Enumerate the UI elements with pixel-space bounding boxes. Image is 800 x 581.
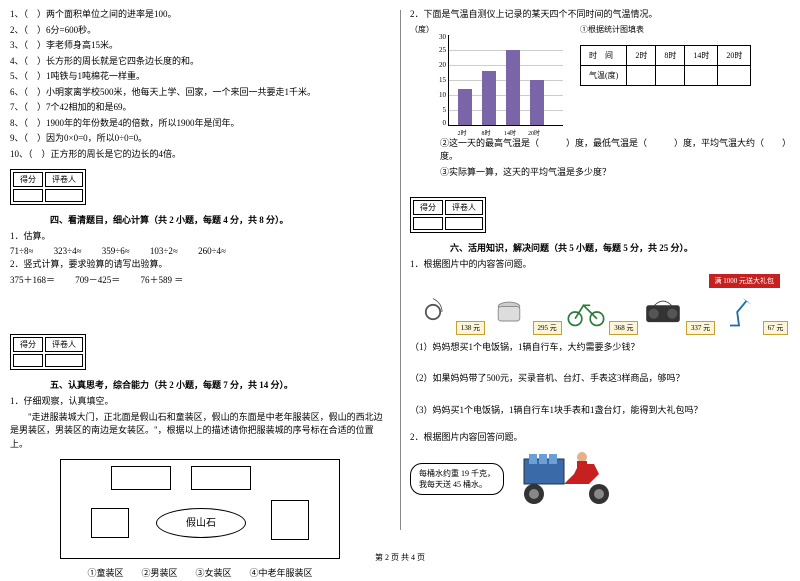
temperature-table: 时 间 2时 8时 14时 20时 气温(度) (580, 45, 751, 86)
map-zone (271, 500, 309, 540)
grader-label: 评卷人 (445, 200, 483, 215)
chart-title: ①根据统计图填表 (580, 24, 751, 35)
map-legend: ①童装区 ②男装区 ③女装区 ④中老年服装区 (10, 567, 390, 581)
lamp-icon (718, 294, 760, 330)
product-cooker: 295 元 (488, 294, 562, 335)
product-lamp: 67 元 (718, 294, 788, 335)
mall-map: 假山石 (60, 459, 340, 559)
judge-item: 9、（ ）因为0×0=0，所以0÷0=0。 (10, 132, 390, 146)
vertical-row: 375＋168＝ 709－425＝ 76＋589 ＝ (10, 273, 390, 286)
temperature-bar-chart: 302520151050 2时 8时 14时 20时 (430, 35, 560, 135)
vertical-calc-label: 2．竖式计算，要求验算的请写出验算。 (10, 258, 390, 272)
th: 2时 (627, 45, 656, 65)
th: 14时 (685, 45, 718, 65)
radio-icon (642, 294, 684, 330)
est-item: 323÷4≈ (54, 246, 82, 256)
judge-item: 4、（ ）长方形的周长就是它四条边长度的和。 (10, 55, 390, 69)
q6-sub2: （2）如果妈妈带了500元，买录音机、台灯、手表这3样商品，够吗？ (410, 372, 790, 386)
judge-item: 1、（ ）两个面积单位之间的进率是100。 (10, 8, 390, 22)
bar (482, 71, 496, 125)
q5-1-label: 1．仔细观察，认真填空。 (10, 395, 390, 409)
score-label: 得分 (13, 172, 43, 187)
judge-item: 8、（ ）1900年的年份数是4的倍数，所以1900年是闰年。 (10, 117, 390, 131)
price: 67 元 (763, 321, 789, 335)
judge-item: 10、（ ）正方形的周长是它的边长的4倍。 (10, 148, 390, 162)
estimate-label: 1．估算。 (10, 230, 390, 244)
xtick: 14时 (500, 128, 520, 137)
vert-item: 709－425＝ (75, 273, 120, 286)
est-item: 260÷4≈ (198, 246, 226, 256)
q6-2-label: 2．根据图片内容回答问题。 (410, 431, 790, 445)
th: 气温(度) (581, 65, 627, 85)
bar (506, 50, 520, 125)
score-label: 得分 (13, 337, 43, 352)
promo-banner: 满 1000 元送大礼包 (709, 274, 781, 288)
map-zone (91, 508, 129, 538)
th: 20时 (718, 45, 751, 65)
map-zone (111, 466, 171, 490)
q6-1-label: 1．根据图片中的内容答问题。 (410, 258, 790, 272)
vert-item: 76＋589 ＝ (141, 273, 184, 286)
xtick: 8时 (476, 128, 496, 137)
right-column: 2．下面是气温自测仪上记录的某天四个不同时间的气温情况。 （度） 3025201… (400, 0, 800, 545)
price: 368 元 (609, 321, 638, 335)
price: 337 元 (686, 321, 715, 335)
bar (458, 89, 472, 125)
left-column: 1、（ ）两个面积单位之间的进率是100。 2、（ ）6分=600秒。 3、（ … (0, 0, 400, 545)
map-zone (191, 466, 251, 490)
product-bike: 368 元 (565, 294, 639, 335)
score-box: 得分评卷人 (10, 334, 86, 370)
delivery-tricycle-icon (514, 449, 624, 509)
delivery-figure: 每桶水约重 19 千克， 我每天送 45 桶水。 (410, 449, 790, 509)
grader-label: 评卷人 (45, 172, 83, 187)
cooker-icon (488, 294, 530, 330)
bike-icon (565, 294, 607, 330)
vert-item: 375＋168＝ (10, 273, 55, 286)
judge-item: 2、（ ）6分=600秒。 (10, 24, 390, 38)
watch-icon (412, 294, 454, 330)
product-watch: 138 元 (412, 294, 486, 335)
score-box: 得分评卷人 (410, 197, 486, 233)
speech-line: 每桶水约重 19 千克， (419, 468, 495, 479)
bar (530, 80, 544, 125)
judge-item: 3、（ ）李老师身高15米。 (10, 39, 390, 53)
score-box: 得分评卷人 (10, 169, 86, 205)
q2-sub2: ②这一天的最高气温是（ ）度，最低气温是（ ）度，平均气温大约（ ）度。 (440, 137, 790, 164)
est-item: 71÷8≈ (10, 246, 33, 256)
q2-sub3: ③实际算一算，这天的平均气温是多少度？ (440, 166, 790, 180)
judge-item: 6、（ ）小明家离学校500米，他每天上学、回家，一个来回一共要走1千米。 (10, 86, 390, 100)
product-radio: 337 元 (642, 294, 716, 335)
judge-item: 7、（ ）7个42相加的和是69。 (10, 101, 390, 115)
xtick: 2时 (452, 128, 472, 137)
q6-sub3: （3）妈妈买1个电饭锅，1辆自行车1块手表和1盏台灯，能得到大礼包吗？ (410, 404, 790, 418)
product-row: 138 元 295 元 368 元 337 元 67 元 (410, 294, 790, 335)
judge-list: 1、（ ）两个面积单位之间的进率是100。 2、（ ）6分=600秒。 3、（ … (10, 8, 390, 161)
q5-1-text: "走进服装城大门，正北面是假山石和童装区，假山的东面是中老年服装区，假山的西北边… (10, 411, 390, 452)
q2-intro: 2．下面是气温自测仪上记录的某天四个不同时间的气温情况。 (410, 8, 790, 22)
section5-title: 五、认真思考，综合能力（共 2 小题，每题 7 分，共 14 分）。 (50, 378, 390, 391)
est-item: 359÷6≈ (102, 246, 130, 256)
q6-sub1: （1）妈妈想买1个电饭锅，1辆自行车，大约需要多少钱？ (410, 341, 790, 355)
score-label: 得分 (413, 200, 443, 215)
map-center: 假山石 (156, 508, 246, 538)
price: 138 元 (456, 321, 485, 335)
est-item: 103÷2≈ (150, 246, 178, 256)
judge-item: 5、（ ）1吨铁与1吨棉花一样重。 (10, 70, 390, 84)
price: 295 元 (533, 321, 562, 335)
th: 8时 (656, 45, 685, 65)
th: 时 间 (581, 45, 627, 65)
grader-label: 评卷人 (45, 337, 83, 352)
speech-bubble: 每桶水约重 19 千克， 我每天送 45 桶水。 (410, 463, 504, 495)
speech-line: 我每天送 45 桶水。 (419, 479, 495, 490)
page-footer: 第 2 页 共 4 页 (0, 552, 800, 563)
xtick: 20时 (524, 128, 544, 137)
estimate-row: 71÷8≈ 323÷4≈ 359÷6≈ 103÷2≈ 260÷4≈ (10, 246, 390, 256)
section4-title: 四、看清题目，细心计算（共 2 小题，每题 4 分，共 8 分）。 (50, 213, 390, 226)
section6-title: 六、活用知识，解决问题（共 5 小题，每题 5 分，共 25 分）。 (450, 241, 790, 254)
